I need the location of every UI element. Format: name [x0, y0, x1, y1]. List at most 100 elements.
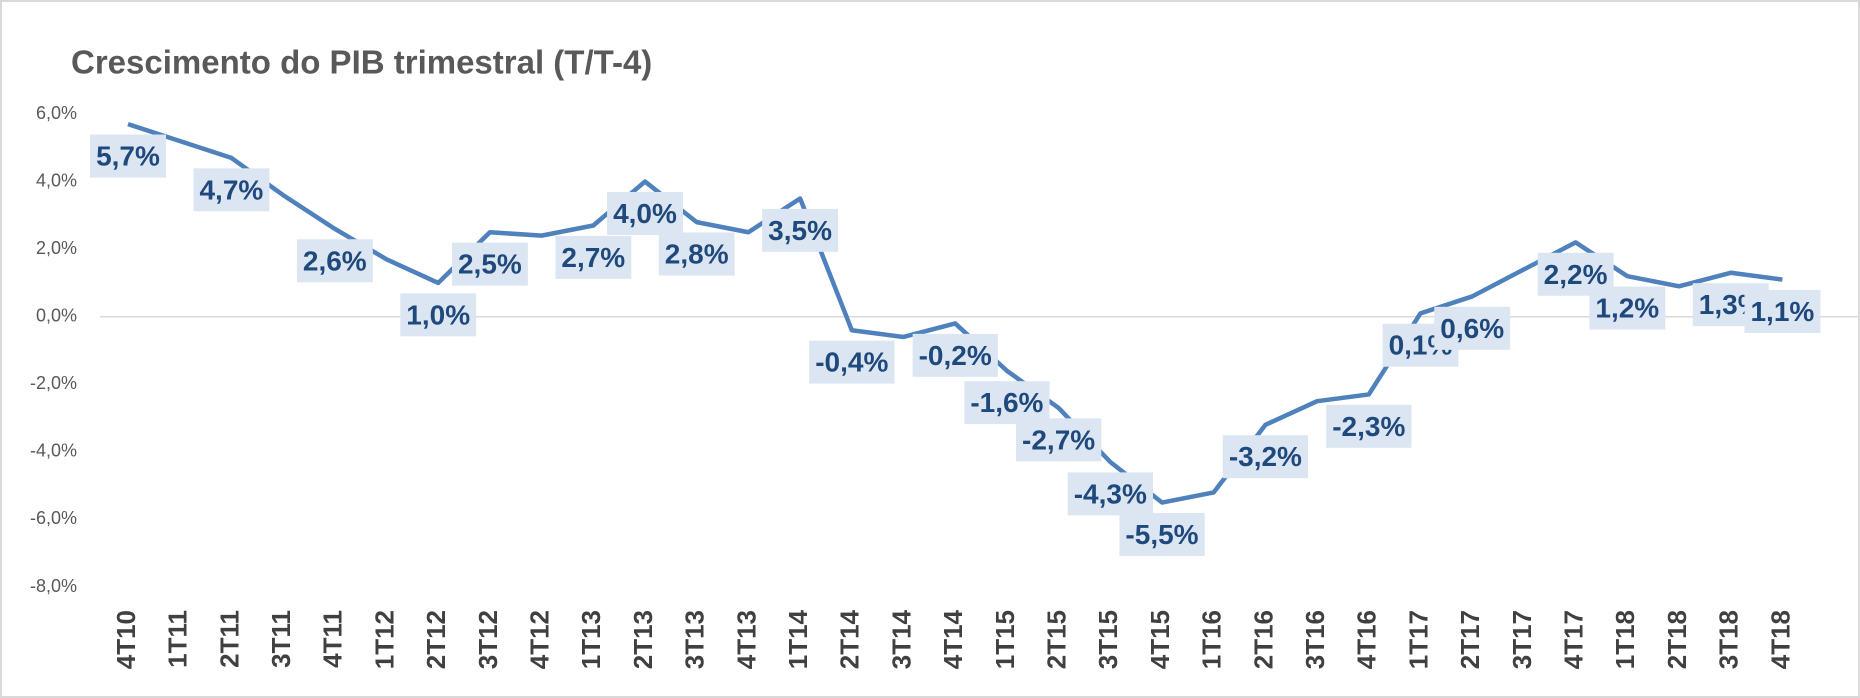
x-tick-label: 3T14 — [886, 609, 916, 669]
x-tick-label: 4T17 — [1558, 610, 1588, 669]
data-label-box — [451, 242, 528, 286]
x-tick-label: 3T13 — [680, 610, 710, 669]
data-label-box — [90, 134, 167, 178]
data-label-group: 2,6% — [296, 239, 373, 283]
data-label-group: -2,7% — [1016, 418, 1102, 462]
x-tick-label: 2T12 — [421, 610, 451, 669]
y-tick-label: 0,0% — [36, 305, 77, 325]
x-tick-label: 4T14 — [938, 609, 968, 669]
data-label: 4,0% — [613, 198, 677, 229]
data-label-group: 3,5% — [762, 208, 839, 252]
x-tick-label: 2T11 — [214, 610, 244, 668]
x-tick-label: 2T18 — [1662, 610, 1692, 669]
data-label-group: -0,4% — [809, 340, 895, 384]
data-label: 0,6% — [1440, 313, 1504, 344]
data-label: -5,5% — [1125, 519, 1198, 550]
x-tick-label: 4T18 — [1765, 610, 1795, 669]
x-tick-label: 3T11 — [266, 610, 296, 668]
data-label-box — [964, 381, 1050, 425]
x-tick-label: 2T16 — [1248, 610, 1278, 669]
data-label-box — [1016, 418, 1102, 462]
data-label-box — [762, 208, 839, 252]
data-label: 2,6% — [303, 245, 367, 276]
data-label-box — [1434, 306, 1511, 350]
data-label: -3,2% — [1229, 441, 1302, 472]
y-tick-label: -8,0% — [30, 576, 77, 596]
x-tick-label: 3T18 — [1714, 610, 1744, 669]
data-label-group: 2,8% — [658, 232, 735, 276]
data-label: -0,2% — [919, 340, 992, 371]
data-label-group: -3,2% — [1222, 435, 1309, 479]
data-label-group: 4,0% — [607, 191, 684, 235]
data-label: 1,2% — [1595, 293, 1659, 324]
data-label-box — [607, 191, 684, 235]
x-tick-label: 4T10 — [111, 610, 141, 669]
data-label-box — [1744, 289, 1821, 333]
data-label-box — [296, 239, 373, 283]
data-label: 1,0% — [406, 299, 470, 330]
x-tick-label: 1T15 — [990, 610, 1020, 669]
data-label: 4,7% — [199, 174, 263, 205]
data-label: 5,7% — [96, 141, 160, 172]
data-label-group: 1,1% — [1744, 289, 1821, 333]
data-label-box — [912, 333, 998, 377]
data-label-group: 2,7% — [555, 235, 632, 279]
x-tick-label: 3T12 — [473, 610, 503, 669]
x-tick-label: 2T14 — [835, 609, 865, 669]
x-tick-label: 4T11 — [318, 610, 348, 668]
data-label: -4,3% — [1074, 478, 1147, 509]
data-label: 2,5% — [458, 249, 522, 280]
x-tick-label: 1T13 — [576, 610, 606, 669]
x-tick-label: 2T13 — [628, 610, 658, 669]
data-label-group: -1,6% — [964, 381, 1050, 425]
x-tick-label: 1T11 — [163, 610, 193, 668]
x-tick-label: 4T12 — [524, 610, 554, 669]
data-label-box — [658, 232, 735, 276]
data-label: -2,7% — [1022, 424, 1095, 455]
x-tick-label: 1T14 — [783, 609, 813, 669]
x-tick-label: 4T15 — [1145, 610, 1175, 669]
data-label-group: 0,6% — [1434, 306, 1511, 350]
y-tick-label: 6,0% — [36, 103, 77, 123]
x-tick-label: 1T16 — [1197, 610, 1227, 669]
x-tick-label: 2T15 — [1041, 610, 1071, 669]
data-label-box — [193, 168, 270, 212]
data-label-box — [1222, 435, 1309, 479]
data-label: -2,3% — [1332, 411, 1405, 442]
x-tick-label: 1T12 — [369, 610, 399, 669]
data-label-group: 2,5% — [451, 242, 528, 286]
x-tick-label: 1T17 — [1403, 610, 1433, 669]
y-tick-label: -4,0% — [30, 441, 77, 461]
data-label-box — [555, 235, 632, 279]
x-tick-label: 4T13 — [731, 610, 761, 669]
data-label-box — [1067, 472, 1153, 516]
y-tick-label: 2,0% — [36, 238, 77, 258]
data-label: -0,4% — [815, 347, 888, 378]
data-label: 3,5% — [768, 215, 832, 246]
data-label: 2,7% — [561, 242, 625, 273]
x-tick-label: 1T18 — [1610, 610, 1640, 669]
data-label-group: 1,0% — [400, 293, 477, 337]
y-tick-label: -2,0% — [30, 373, 77, 393]
x-tick-label: 2T17 — [1455, 610, 1485, 669]
data-label-group: -4,3% — [1067, 472, 1153, 516]
data-line — [127, 121, 1783, 505]
data-label-group: 5,7% — [90, 134, 167, 178]
data-label-box — [809, 340, 895, 384]
x-tick-label: 3T16 — [1300, 610, 1330, 669]
data-label-box — [1589, 286, 1666, 330]
data-label-box — [1119, 512, 1205, 556]
data-label-group: -5,5% — [1119, 512, 1205, 556]
data-label: 2,8% — [665, 239, 729, 270]
data-label-group: -2,3% — [1326, 404, 1412, 448]
data-label-group: 1,2% — [1589, 286, 1666, 330]
data-label: 2,2% — [1544, 259, 1608, 290]
data-label-box — [1326, 404, 1412, 448]
y-tick-label: -6,0% — [30, 508, 77, 528]
data-label: -1,6% — [970, 387, 1043, 418]
x-tick-label: 3T15 — [1093, 610, 1123, 669]
data-label-group: -0,2% — [912, 333, 998, 377]
x-tick-label: 3T17 — [1507, 610, 1537, 669]
x-tick-label: 4T16 — [1352, 610, 1382, 669]
